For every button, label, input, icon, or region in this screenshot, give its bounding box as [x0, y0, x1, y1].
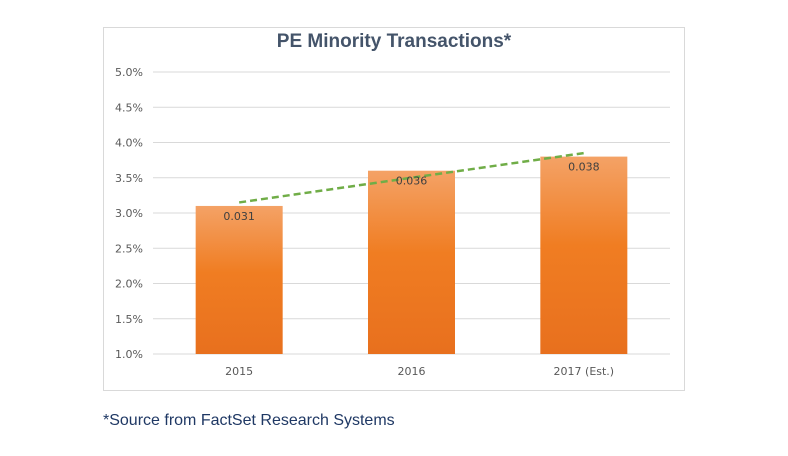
y-tick-label: 4.5%: [115, 101, 143, 114]
x-tick-label: 2015: [225, 365, 253, 378]
bar: [368, 170, 455, 354]
x-tick-label: 2016: [398, 365, 426, 378]
bar: [195, 205, 283, 354]
chart-title: PE Minority Transactions*: [276, 31, 512, 52]
data-label: 0.031: [223, 210, 255, 223]
data-label: 0.036: [396, 175, 428, 188]
x-tick-label: 2017 (Est.): [554, 365, 615, 378]
y-tick-label: 3.0%: [115, 207, 143, 220]
y-tick-label: 4.0%: [115, 137, 143, 150]
bar: [540, 156, 628, 354]
data-label: 0.038: [568, 161, 600, 174]
y-tick-label: 5.0%: [115, 66, 143, 79]
y-tick-label: 1.5%: [115, 313, 143, 326]
trendline: [238, 151, 585, 204]
y-tick-label: 3.5%: [115, 172, 143, 185]
trendline-layer: [238, 151, 585, 204]
data-labels: 0.031 0.036 0.038: [223, 161, 599, 223]
y-tick-label: 2.5%: [115, 242, 143, 255]
x-axis-ticks: 2015 2016 2017 (Est.): [225, 365, 614, 378]
bars: [195, 156, 628, 354]
y-axis-ticks: 1.0% 1.5% 2.0% 2.5% 3.0% 3.5% 4.0% 4.5% 5.0%: [115, 66, 143, 361]
y-tick-label: 1.0%: [115, 348, 143, 361]
y-tick-label: 2.0%: [115, 278, 143, 291]
source-footnote: *Source from FactSet Research Systems: [103, 412, 395, 429]
